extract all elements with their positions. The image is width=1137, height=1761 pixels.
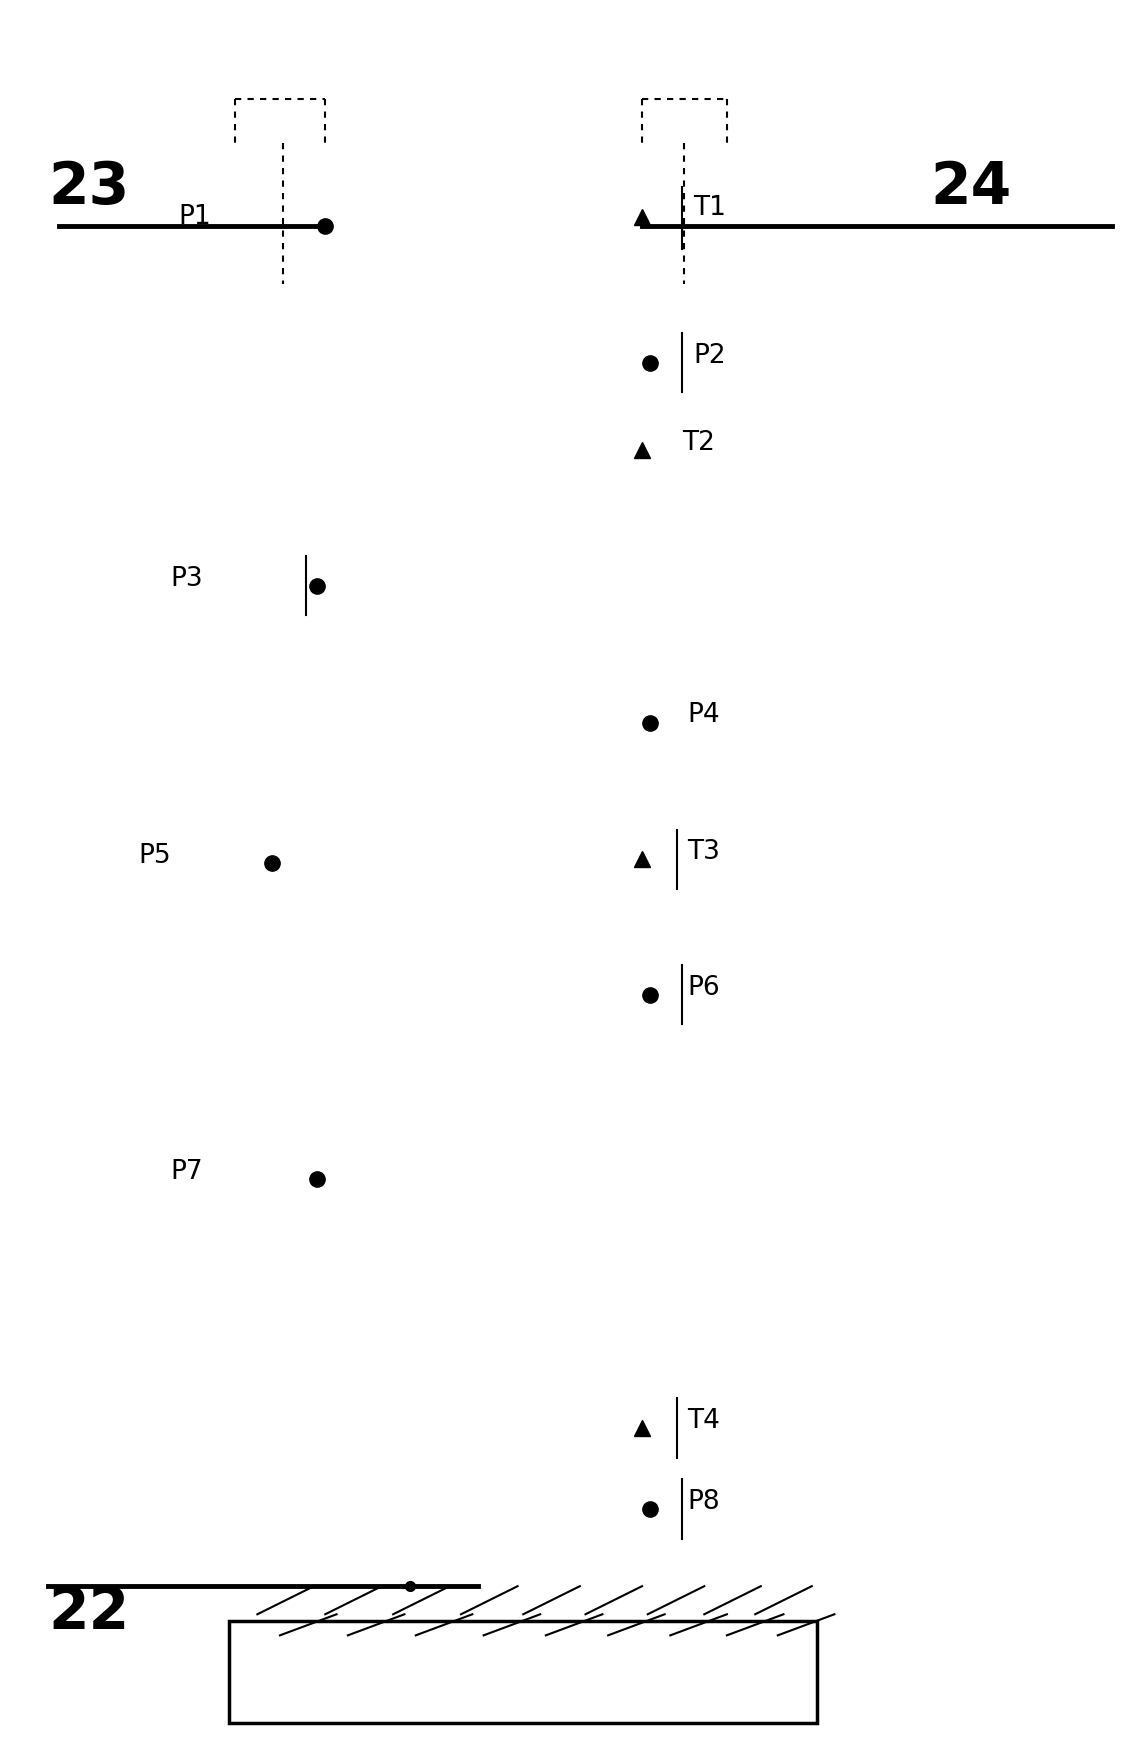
Text: P8: P8 (687, 1490, 720, 1514)
Text: P4: P4 (687, 703, 720, 729)
Text: P7: P7 (171, 1159, 202, 1185)
Text: 24: 24 (930, 158, 1012, 215)
Text: T1: T1 (692, 195, 725, 222)
Text: T2: T2 (682, 430, 714, 456)
Bar (229, 1622, 818, 1722)
Text: P2: P2 (692, 343, 725, 368)
Text: P1: P1 (179, 204, 210, 231)
Text: P6: P6 (687, 974, 720, 1000)
Text: T3: T3 (687, 840, 720, 865)
Text: 22: 22 (48, 1585, 130, 1641)
Text: P3: P3 (171, 565, 202, 592)
Text: T4: T4 (687, 1409, 720, 1433)
Text: 23: 23 (48, 158, 130, 215)
Text: P5: P5 (139, 844, 172, 868)
